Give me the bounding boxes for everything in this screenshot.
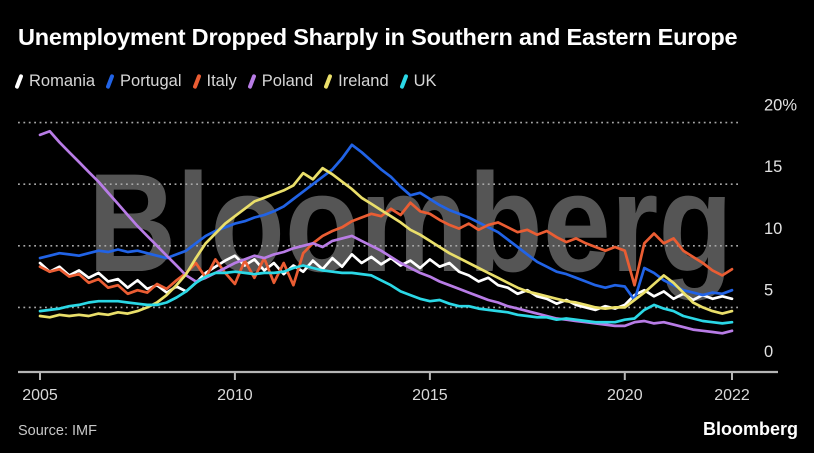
legend-label-uk: UK — [413, 71, 437, 90]
legend-label-poland: Poland — [261, 71, 314, 90]
y-axis-label-0: 0 — [764, 343, 773, 361]
bloomberg-logo: Bloomberg — [702, 419, 798, 439]
series-line-poland — [38, 129, 734, 335]
y-axis-label-10: 10 — [764, 220, 782, 238]
legend-label-italy: Italy — [206, 71, 237, 90]
x-axis-ticks: 2005 2010 2015 2020 2022 — [22, 372, 750, 404]
series-lines — [38, 129, 734, 335]
chart-legend: Romania Portugal Italy Poland Ireland UK — [14, 71, 437, 91]
legend-item-uk: UK — [399, 71, 437, 91]
chart-title: Unemployment Dropped Sharply in Southern… — [18, 24, 738, 50]
series-line-uk — [38, 264, 734, 325]
x-axis-label-2010: 2010 — [217, 387, 253, 404]
y-axis-label-15: 15 — [764, 158, 782, 176]
y-axis-label-20: 20% — [764, 97, 797, 115]
legend-item-portugal: Portugal — [105, 71, 182, 91]
x-axis-label-2015: 2015 — [412, 387, 448, 404]
legend-label-ireland: Ireland — [338, 71, 389, 90]
legend-label-romania: Romania — [29, 71, 96, 90]
legend-label-portugal: Portugal — [120, 71, 182, 90]
legend-item-ireland: Ireland — [323, 71, 389, 91]
series-line-portugal — [38, 143, 734, 302]
y-axis-label-5: 5 — [764, 281, 773, 299]
source-note: Source: IMF — [18, 423, 97, 439]
legend-item-italy: Italy — [191, 71, 237, 91]
x-axis-label-2020: 2020 — [607, 387, 643, 404]
x-axis-label-2005: 2005 — [22, 387, 58, 404]
x-axis-label-2022: 2022 — [714, 387, 750, 404]
legend-item-poland: Poland — [247, 71, 314, 91]
series-line-ireland — [38, 166, 734, 319]
bloomberg-watermark: Bloomberg — [88, 144, 733, 301]
legend-item-romania: Romania — [14, 71, 96, 91]
y-axis-labels: 20% 15 10 5 0 — [764, 97, 797, 361]
